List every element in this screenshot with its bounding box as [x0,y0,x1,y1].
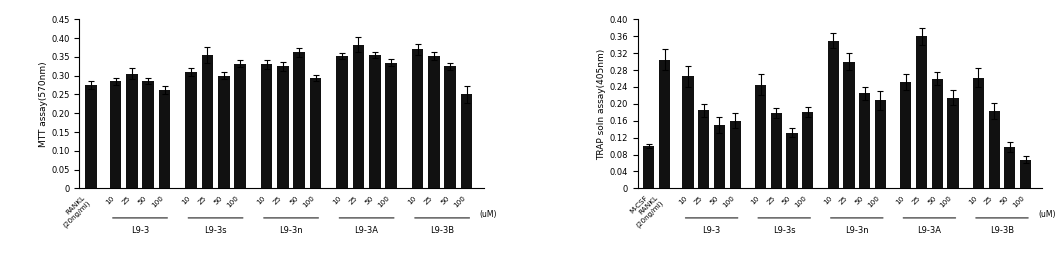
Bar [643,146,655,188]
Text: L9-3n: L9-3n [845,225,869,235]
Bar [185,72,197,188]
Bar [260,65,272,188]
Bar [827,40,839,188]
Bar [201,55,214,188]
Bar [385,63,397,188]
Text: (uM): (uM) [479,210,497,219]
Bar [714,125,725,188]
Text: L9-3s: L9-3s [204,225,226,235]
Bar [755,85,766,188]
Bar [310,78,322,188]
Bar [412,49,423,188]
Bar [843,61,855,188]
Y-axis label: MTT assay(570nm): MTT assay(570nm) [39,61,49,147]
Text: L9-3B: L9-3B [430,225,454,235]
Text: L9-3: L9-3 [131,225,149,235]
Bar [988,111,1000,188]
Bar [932,78,943,188]
Bar [234,64,245,188]
Bar [110,81,122,188]
Bar [461,94,473,188]
Text: L9-3: L9-3 [703,225,720,235]
Bar [730,121,741,188]
Bar [428,56,440,188]
Text: L9-3B: L9-3B [990,225,1014,235]
Text: L9-3A: L9-3A [354,225,379,235]
Bar [86,85,97,188]
Bar [277,66,289,188]
Bar [859,93,871,188]
Bar [947,98,959,188]
Bar [802,112,814,188]
Bar [698,110,710,188]
Bar [1004,147,1016,188]
Bar [973,78,984,188]
Bar [900,82,912,188]
Bar [218,76,230,188]
Text: L9-3n: L9-3n [279,225,303,235]
Bar [126,74,138,188]
Text: (uM): (uM) [1038,210,1056,219]
Bar [369,55,381,188]
Bar [1020,160,1032,188]
Bar [159,90,170,188]
Bar [770,113,782,188]
Bar [143,81,154,188]
Bar [293,52,305,188]
Text: L9-3s: L9-3s [773,225,796,235]
Bar [352,45,364,188]
Bar [444,66,456,188]
Bar [916,36,927,188]
Bar [659,60,670,188]
Bar [875,101,886,188]
Text: L9-3A: L9-3A [917,225,942,235]
Y-axis label: TRAP soln assay(405nm): TRAP soln assay(405nm) [598,48,606,160]
Bar [336,56,348,188]
Bar [786,133,798,188]
Bar [682,76,694,188]
